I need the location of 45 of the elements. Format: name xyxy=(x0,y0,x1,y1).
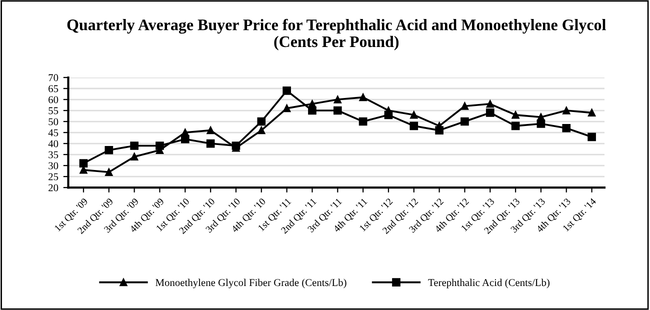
point xyxy=(333,106,342,115)
point xyxy=(486,100,494,108)
point xyxy=(410,122,418,130)
point xyxy=(282,86,291,95)
point xyxy=(460,102,469,110)
point xyxy=(410,111,418,119)
y-tick-label: 35 xyxy=(48,151,58,158)
point xyxy=(257,117,266,126)
point xyxy=(104,146,114,154)
y-tick-label: 20 xyxy=(48,184,58,192)
point xyxy=(460,117,469,126)
point xyxy=(358,117,368,126)
point xyxy=(384,106,392,114)
legend-label: Monoethylene Glycol Fiber Grade (Cents/Lb) xyxy=(156,278,346,288)
point xyxy=(359,93,367,102)
point xyxy=(562,106,570,114)
point xyxy=(588,132,596,142)
y-tick-label: 45 xyxy=(48,129,58,136)
point xyxy=(588,108,596,117)
point xyxy=(308,100,316,108)
point xyxy=(512,111,520,119)
point xyxy=(206,139,215,148)
point xyxy=(334,96,342,104)
y-tick-label: 40 xyxy=(48,140,58,148)
legend-label: Terephthalic Acid (Cents/Lb) xyxy=(428,278,550,288)
point xyxy=(486,108,494,117)
point xyxy=(537,113,545,121)
point xyxy=(282,104,291,112)
chart-title: Quarterly Average Buyer Price for Terephthalic Acid and Monoethylene Glycol (Cents Per Pound) xyxy=(67,18,606,50)
point xyxy=(562,124,571,132)
point xyxy=(130,142,138,150)
y-tick-label: 55 xyxy=(48,107,58,114)
y-tick-label: 25 xyxy=(48,173,58,180)
point xyxy=(181,128,189,136)
y-tick-label: 70 xyxy=(48,74,58,82)
point xyxy=(511,122,520,130)
y-tick-label: 65 xyxy=(48,85,58,92)
point xyxy=(105,168,113,176)
y-tick-label: 60 xyxy=(48,96,58,104)
point xyxy=(79,159,88,168)
y-tick-label: 50 xyxy=(48,118,58,126)
point xyxy=(258,126,266,134)
point xyxy=(130,152,138,161)
point xyxy=(206,126,214,134)
y-tick-label: 30 xyxy=(48,162,58,170)
